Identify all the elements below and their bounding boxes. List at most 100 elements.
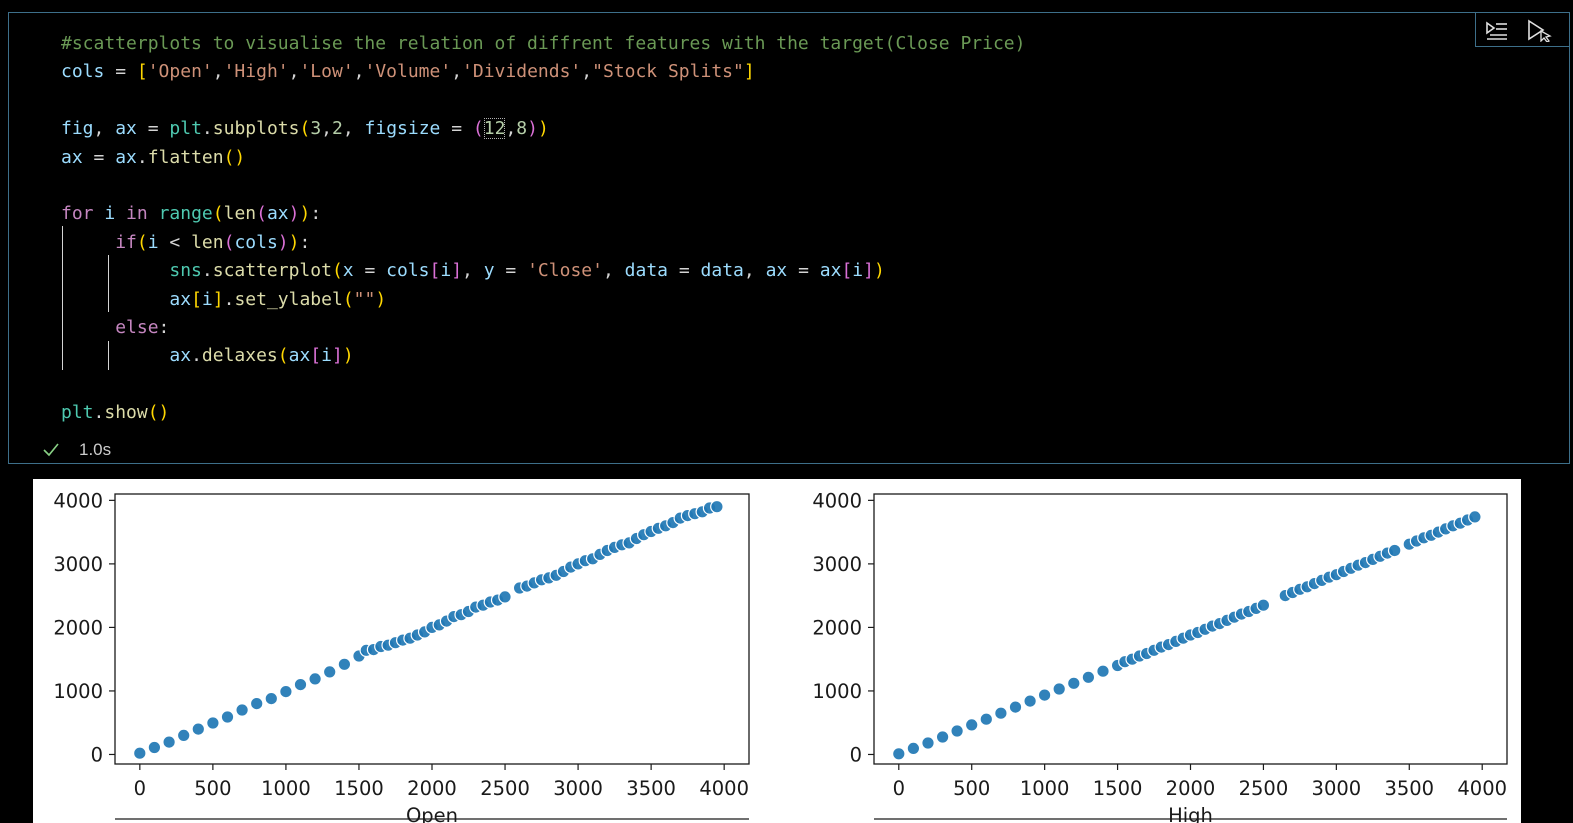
code-token: i xyxy=(440,260,452,282)
code-token: 'Open' xyxy=(147,61,213,83)
code-token: 'Volume' xyxy=(364,61,452,83)
scatter-point xyxy=(293,677,308,692)
code-token: i xyxy=(321,345,332,367)
code-token: #scatterplots to visualise the relation … xyxy=(61,33,1026,54)
scatter-point xyxy=(147,740,162,755)
code-token: "Stock Splits" xyxy=(592,61,744,83)
code-token: data xyxy=(624,260,668,282)
scatter-point xyxy=(176,728,191,743)
code-line: plt.show() xyxy=(61,399,1026,427)
scatter-point xyxy=(892,746,906,761)
code-token: ax xyxy=(115,146,137,168)
code-line xyxy=(61,172,1026,200)
scatter-point xyxy=(235,703,249,717)
code-token: ] xyxy=(743,61,755,83)
y-tick-label: 3000 xyxy=(53,553,103,576)
code-token: i xyxy=(852,260,864,282)
code-token: [ xyxy=(191,288,202,310)
code-token: ( xyxy=(223,231,235,253)
scatter-point xyxy=(322,665,337,679)
y-tick-label: 4000 xyxy=(812,489,862,512)
code-token: ( xyxy=(342,288,354,310)
code-token xyxy=(61,289,169,310)
x-tick-label: 2000 xyxy=(1166,777,1216,800)
code-token: show xyxy=(104,402,148,424)
code-token xyxy=(61,232,115,253)
x-axis-label: Open xyxy=(406,804,458,823)
scatter-point xyxy=(1052,682,1066,696)
code-token: sns xyxy=(169,260,202,282)
code-editor[interactable]: #scatterplots to visualise the relation … xyxy=(61,30,1026,427)
execute-cursor-icon xyxy=(1528,19,1552,43)
x-tick-label: 3000 xyxy=(553,777,603,800)
y-tick-label: 1000 xyxy=(53,680,103,703)
code-token: ax xyxy=(61,146,83,168)
code-token: ( xyxy=(212,203,224,225)
code-token: cols xyxy=(386,260,430,282)
code-token: 8 xyxy=(516,118,528,140)
code-token: = xyxy=(494,260,528,282)
code-token: ] xyxy=(863,260,874,282)
code-token: , xyxy=(451,61,463,83)
code-token: [ xyxy=(136,61,148,83)
indent-guide xyxy=(62,226,63,370)
code-token: . xyxy=(223,288,235,310)
code-token: delaxes xyxy=(201,345,278,367)
code-token: i xyxy=(201,288,213,310)
notebook-code-cell[interactable]: #scatterplots to visualise the relation … xyxy=(8,12,1570,464)
code-token: , xyxy=(581,61,593,83)
x-tick-label: 2500 xyxy=(1239,777,1289,800)
code-token: 'Low' xyxy=(299,61,354,83)
scatter-point xyxy=(1096,664,1110,678)
code-token: ] xyxy=(451,260,463,282)
code-token: . xyxy=(201,260,213,282)
scatter-point xyxy=(710,499,724,514)
scatter-point xyxy=(935,730,950,744)
code-token: , xyxy=(743,260,766,282)
execute-cell-button[interactable] xyxy=(1526,18,1552,43)
x-axis-label: High xyxy=(1168,804,1213,823)
scatter-point xyxy=(994,706,1008,720)
code-token: in xyxy=(126,203,148,225)
code-token: scatterplot xyxy=(212,260,332,282)
code-token: i xyxy=(147,231,159,253)
scatter-point xyxy=(979,712,994,726)
scatter-point xyxy=(906,741,921,756)
scatter-point xyxy=(191,722,206,736)
code-token xyxy=(94,203,105,224)
y-tick-label: 2000 xyxy=(812,616,862,639)
code-token: data xyxy=(700,260,744,282)
code-token: y xyxy=(483,260,495,282)
run-by-line-button[interactable] xyxy=(1484,18,1510,42)
code-token xyxy=(61,260,169,281)
code-token: ax xyxy=(819,260,842,282)
indent-guide xyxy=(108,255,109,312)
x-tick-label: 1000 xyxy=(1020,777,1070,800)
code-token: [ xyxy=(310,345,322,367)
y-tick-label: 4000 xyxy=(53,489,103,512)
code-token xyxy=(61,345,169,366)
scatter-point xyxy=(1387,543,1402,558)
x-tick-label: 2000 xyxy=(407,777,457,800)
code-token: ) xyxy=(537,118,549,140)
scatter-point xyxy=(1256,598,1271,612)
code-token: : xyxy=(299,231,311,253)
x-tick-label: 1500 xyxy=(1093,777,1143,800)
x-tick-label: 0 xyxy=(134,777,146,800)
scatter-point xyxy=(220,710,235,724)
code-line: for i in range(len(ax)): xyxy=(61,200,1026,228)
x-tick-label: 3000 xyxy=(1312,777,1362,800)
code-token: ax xyxy=(765,260,788,282)
code-line: fig, ax = plt.subplots(3,2, figsize = (1… xyxy=(61,115,1026,143)
code-token: len xyxy=(191,231,224,253)
scatter-point xyxy=(1008,700,1023,714)
x-tick-label: 4000 xyxy=(699,777,749,800)
scatter-point xyxy=(1066,676,1081,691)
code-token: = xyxy=(787,260,820,282)
x-tick-label: 0 xyxy=(893,777,905,800)
scatter-plot-high: 0 500 1000 1500 2000 2500 3000 3500 4000 0 1000 200… xyxy=(778,479,1521,823)
scatter-point xyxy=(1468,510,1482,524)
scatter-point xyxy=(308,672,322,686)
code-token: x xyxy=(342,260,354,282)
code-token: ( xyxy=(277,345,289,367)
